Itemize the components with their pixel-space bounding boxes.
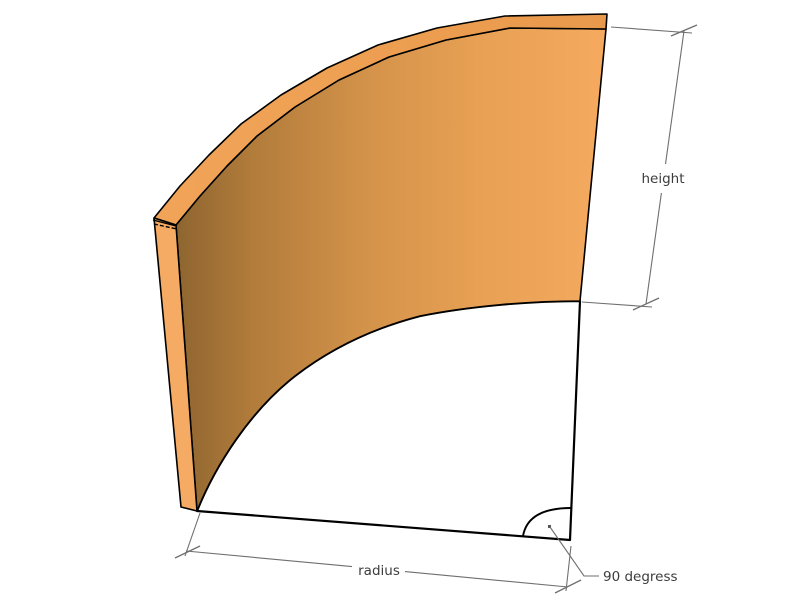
height-dim-tick-bottom	[632, 297, 660, 311]
radius-dimension	[174, 512, 582, 594]
height-label: height	[641, 171, 684, 187]
angle-leader-line	[549, 526, 599, 577]
angle-leader-dot	[548, 525, 551, 528]
height-dimension-line-upper	[664, 30, 685, 165]
wall-inner-face	[175, 27, 607, 512]
radius-extension-line-right	[565, 545, 572, 592]
radius-dimension-line-left	[185, 550, 353, 568]
height-extension-line-top	[610, 26, 693, 34]
radius-label: radius	[358, 563, 400, 579]
height-dimension	[581, 24, 698, 311]
height-dimension-line-lower	[645, 192, 662, 305]
radius-dimension-line-right	[404, 571, 569, 588]
wall-top-face	[153, 13, 608, 226]
end-face-seam	[152, 219, 178, 230]
wall-end-face	[153, 217, 198, 512]
radius-dim-tick-right	[554, 579, 582, 594]
radius-extension-line-left	[184, 512, 201, 557]
angle-arc	[522, 507, 572, 537]
height-dim-tick-top	[670, 24, 698, 37]
radius-dim-tick-left	[174, 545, 201, 559]
angle-label: 90 degress	[603, 569, 678, 585]
